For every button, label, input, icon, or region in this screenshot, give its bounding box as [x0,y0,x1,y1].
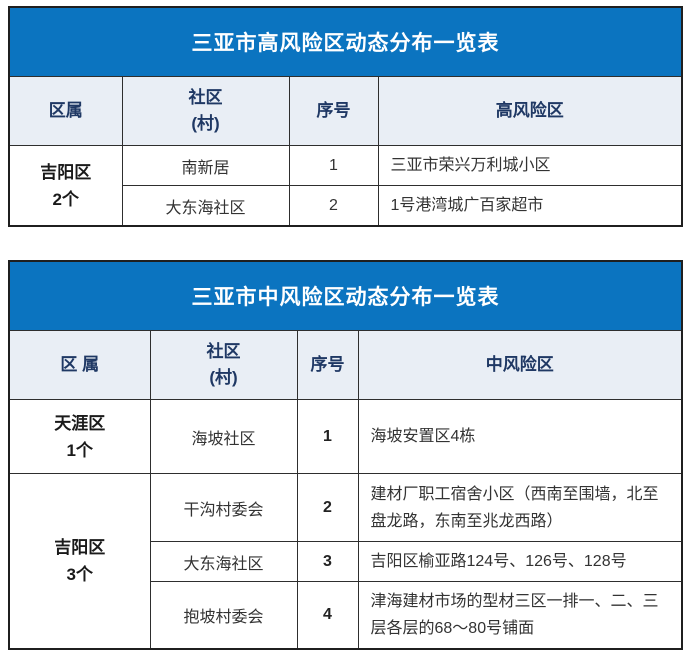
district-group-cell: 吉阳区 3个 [8,473,151,650]
district-group-cell: 吉阳区 2个 [8,145,123,227]
serial-cell: 1 [288,145,379,186]
table-row: 吉阳区 3个 干沟村委会 2 建材厂职工宿舍小区（西南至围墙，北至盘龙路，东南至… [8,473,683,650]
community-cell: 大东海社区 [149,541,298,582]
high-risk-header-row: 区属 社区 (村) 序号 高风险区 [8,76,683,146]
risk-area-cell: 海坡安置区4栋 [357,399,683,474]
header-community-line1: 社区 [188,88,223,107]
medium-risk-table-title: 三亚市中风险区动态分布一览表 [8,260,683,331]
medium-risk-header-row: 区 属 社区 (村) 序号 中风险区 [8,330,683,400]
header-community: 社区 (村) [121,76,290,146]
risk-area-cell: 三亚市荣兴万利城小区 [377,145,683,186]
high-risk-title-row: 三亚市高风险区动态分布一览表 [8,6,683,77]
district-name: 吉阳区 [40,162,92,182]
risk-area-cell: 建材厂职工宿舍小区（西南至围墙，北至盘龙路，东南至兆龙西路） [357,473,683,542]
district-group-cell: 天涯区 1个 [8,399,151,474]
header-district: 区 属 [8,330,151,400]
serial-cell: 3 [296,541,359,582]
serial-cell: 2 [296,473,359,542]
medium-risk-title-row: 三亚市中风险区动态分布一览表 [8,260,683,331]
table-row: 吉阳区 2个 南新居 1 三亚市荣兴万利城小区 [8,145,683,227]
header-serial: 序号 [296,330,359,400]
risk-area-cell: 1号港湾城广百家超市 [377,185,683,227]
header-community-line1: 社区 [206,342,241,361]
community-cell: 南新居 [121,145,290,186]
header-community: 社区 (村) [149,330,298,400]
community-cell: 干沟村委会 [149,473,298,542]
serial-cell: 2 [288,185,379,227]
district-count: 1个 [66,440,93,460]
medium-risk-table: 三亚市中风险区动态分布一览表 区 属 社区 (村) 序号 中风险区 天涯区 1个… [8,260,683,650]
serial-cell: 1 [296,399,359,474]
header-community-line2: (村) [191,114,220,133]
district-name: 天涯区 [54,413,106,433]
community-cell: 海坡社区 [149,399,298,474]
serial-cell: 4 [296,581,359,650]
district-name: 吉阳区 [54,538,106,557]
community-cell: 抱坡村委会 [149,581,298,650]
header-risk-area: 中风险区 [357,330,683,400]
table-row: 大东海社区 2 1号港湾城广百家超市 [9,185,683,227]
risk-area-cell: 津海建材市场的型材三区一排一、二、三层各层的68～80号铺面 [357,581,683,650]
header-serial: 序号 [288,76,379,146]
header-risk-area: 高风险区 [377,76,683,146]
district-count: 3个 [66,565,93,584]
table-row: 大东海社区 3 吉阳区榆亚路124号、126号、128号 [9,541,683,582]
header-district: 区属 [8,76,123,146]
table-row: 天涯区 1个 海坡社区 1 海坡安置区4栋 [8,399,683,474]
high-risk-table-title: 三亚市高风险区动态分布一览表 [8,6,683,77]
risk-area-cell: 吉阳区榆亚路124号、126号、128号 [357,541,683,582]
district-count: 2个 [52,189,79,209]
high-risk-table: 三亚市高风险区动态分布一览表 区属 社区 (村) 序号 高风险区 吉阳区 2个 … [8,6,683,227]
header-community-line2: (村) [209,368,238,387]
table-row: 抱坡村委会 4 津海建材市场的型材三区一排一、二、三层各层的68～80号铺面 [9,581,683,650]
community-cell: 大东海社区 [121,185,290,227]
